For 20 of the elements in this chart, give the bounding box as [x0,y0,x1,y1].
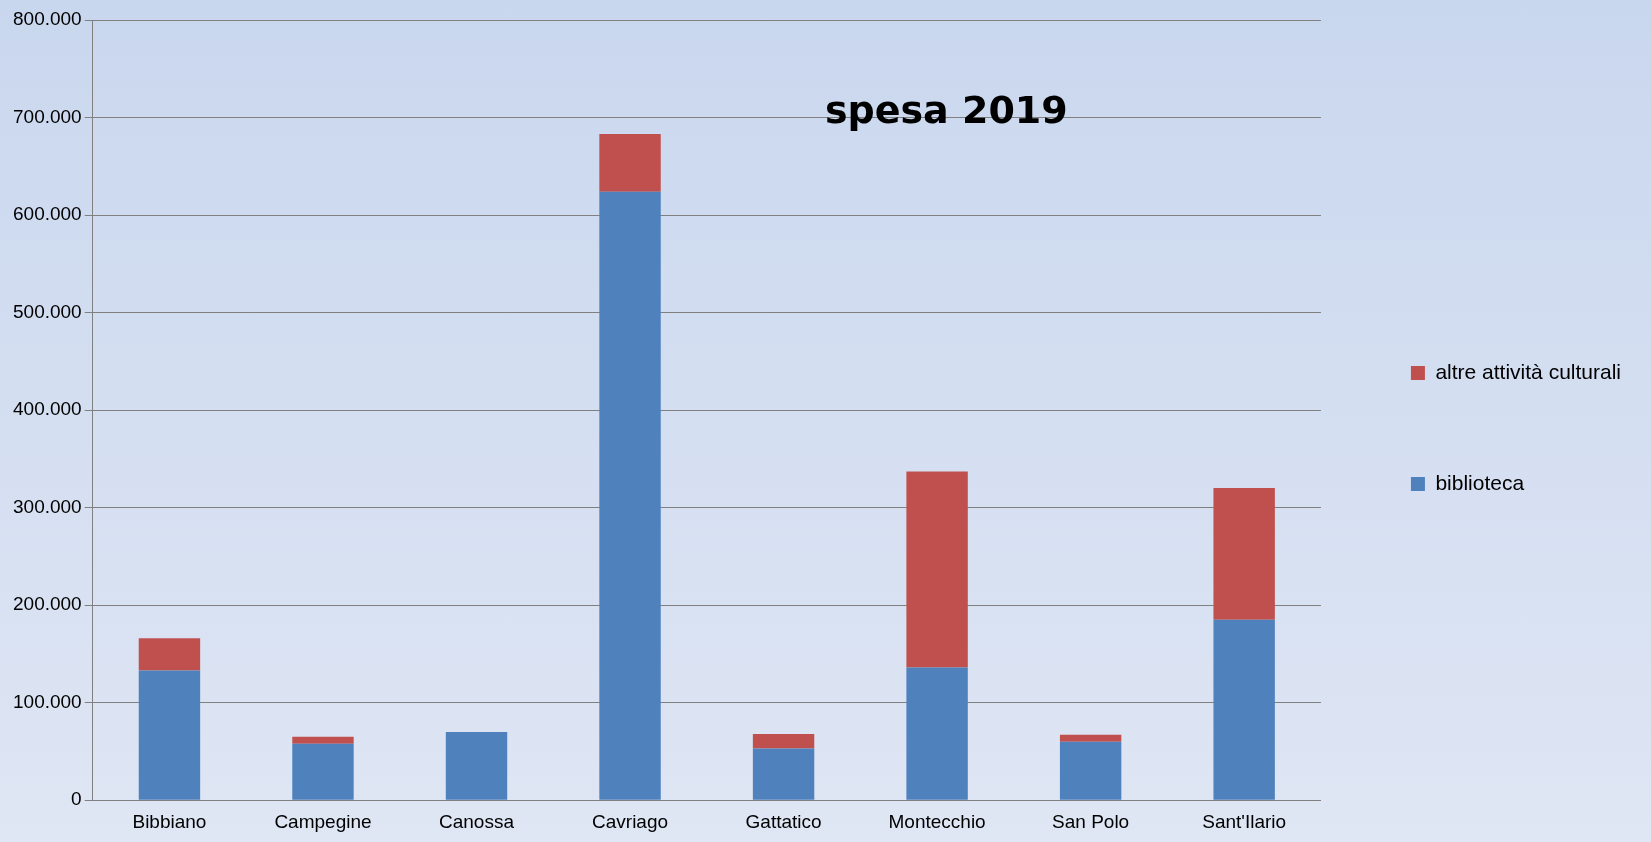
x-tick-label: Canossa [439,810,515,832]
y-tick-label: 0 [71,788,82,810]
x-tick-label: Sant'Ilario [1202,810,1287,832]
y-tick-label: 400.000 [12,398,82,420]
y-tick-label: 300.000 [12,495,82,517]
x-tick-label: Cavriago [592,810,669,832]
x-tick-label: Montecchio [888,810,986,832]
y-tick-label: 500.000 [12,300,82,322]
legend-label: altre attività culturali [1435,359,1621,383]
y-tick-label: 200.000 [12,593,82,615]
y-tick-label: 100.000 [12,690,82,712]
x-tick-label: Gattatico [745,810,822,832]
y-tick-label: 700.000 [12,105,82,127]
legend-label: biblioteca [1435,470,1525,494]
x-tick-label: Campegine [274,810,372,832]
text: spesa 2019 [824,88,1068,133]
x-tick-label: Bibbiano [132,810,207,832]
x-tick-label: San Polo [1052,810,1130,832]
y-tick-label: 600.000 [12,203,82,225]
y-tick-label: 800.000 [12,8,82,30]
